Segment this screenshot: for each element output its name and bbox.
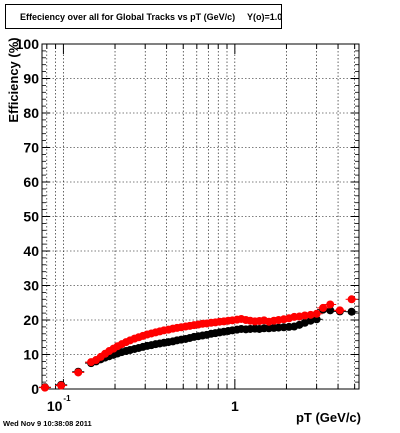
data-point-red <box>326 300 335 309</box>
x-axis-label: pT (GeV/c) <box>296 410 361 425</box>
y-tick-label: 50 <box>23 209 39 225</box>
x-tick-label-exponent: -1 <box>63 394 71 403</box>
data-point-red <box>74 368 83 377</box>
data-point-black <box>312 315 321 324</box>
data-point-red <box>312 309 321 318</box>
data-point-black <box>347 307 356 316</box>
y-tick-label: 0 <box>31 381 39 397</box>
ticks-layer <box>42 43 359 390</box>
data-points-layer <box>38 295 358 392</box>
y-tick-label: 30 <box>23 278 39 294</box>
y-tick-label: 20 <box>23 312 39 328</box>
data-point-red <box>40 383 49 392</box>
x-tick-label-base: 10 <box>47 398 63 414</box>
y-tick-label: 10 <box>23 347 39 363</box>
chart-title-box: Effeciency over all for Global Tracks vs… <box>5 4 282 29</box>
y-tick-label: 70 <box>23 140 39 156</box>
y-tick-label: 40 <box>23 243 39 259</box>
timestamp: Wed Nov 9 10:38:08 2011 <box>3 419 92 428</box>
data-point-red <box>300 311 309 320</box>
x-tick-label: 1 <box>231 398 239 414</box>
data-point-red <box>306 310 315 319</box>
y-tick-label: 60 <box>23 174 39 190</box>
y-tick-label: 100 <box>16 36 40 52</box>
data-point-red <box>347 295 356 304</box>
data-point-red <box>57 381 66 390</box>
chart-title-overlay: Y(o)=1.0 <box>247 11 283 22</box>
chart-title: Effeciency over all for Global Tracks vs… <box>20 11 236 22</box>
y-tick-label: 90 <box>23 71 39 87</box>
data-point-red <box>319 303 328 312</box>
y-tick-label: 80 <box>23 105 39 121</box>
y-axis-label: Efficiency (%) <box>6 37 21 122</box>
data-point-red <box>335 306 344 315</box>
